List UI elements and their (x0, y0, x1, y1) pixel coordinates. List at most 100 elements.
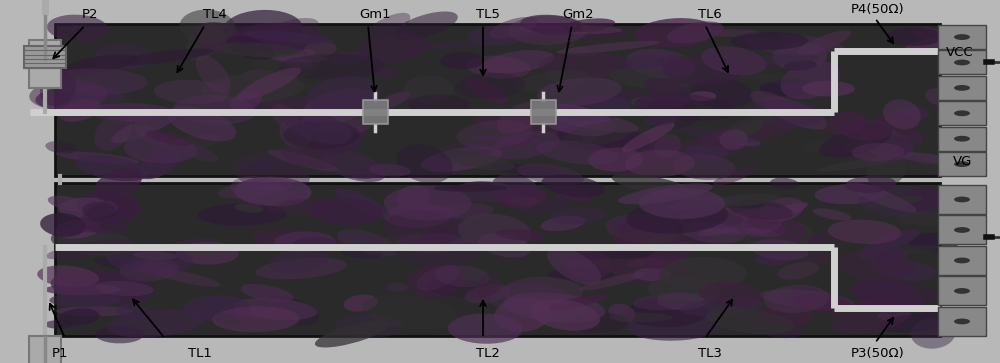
Text: P3(50Ω): P3(50Ω) (851, 347, 905, 360)
Ellipse shape (37, 265, 99, 287)
Ellipse shape (223, 10, 303, 48)
Ellipse shape (925, 88, 954, 106)
Ellipse shape (720, 129, 748, 150)
Ellipse shape (763, 97, 827, 130)
Ellipse shape (458, 214, 531, 249)
Ellipse shape (520, 15, 582, 34)
Circle shape (954, 197, 970, 203)
Ellipse shape (648, 277, 721, 305)
Ellipse shape (784, 60, 817, 71)
Ellipse shape (722, 120, 764, 145)
Ellipse shape (391, 234, 477, 268)
Ellipse shape (438, 143, 494, 157)
Ellipse shape (672, 136, 747, 160)
Ellipse shape (802, 81, 855, 97)
Ellipse shape (396, 144, 453, 183)
Ellipse shape (549, 71, 572, 83)
Ellipse shape (268, 150, 338, 171)
Ellipse shape (283, 121, 359, 149)
Ellipse shape (517, 163, 584, 185)
Ellipse shape (496, 229, 545, 241)
Ellipse shape (356, 33, 429, 65)
Text: TL3: TL3 (698, 347, 722, 360)
Ellipse shape (146, 130, 191, 146)
Ellipse shape (310, 198, 382, 225)
Ellipse shape (489, 17, 538, 39)
Ellipse shape (330, 50, 367, 64)
Ellipse shape (699, 281, 762, 306)
Ellipse shape (706, 308, 794, 334)
Bar (938, 76, 986, 100)
Ellipse shape (56, 151, 140, 164)
Ellipse shape (691, 78, 753, 108)
Ellipse shape (878, 309, 911, 321)
Ellipse shape (93, 168, 142, 201)
Ellipse shape (701, 46, 766, 75)
Ellipse shape (730, 32, 808, 50)
Bar (938, 152, 986, 176)
Ellipse shape (133, 251, 177, 260)
Ellipse shape (518, 24, 622, 34)
Ellipse shape (149, 134, 223, 155)
Ellipse shape (437, 203, 494, 219)
Ellipse shape (769, 216, 805, 239)
Ellipse shape (148, 268, 220, 287)
Ellipse shape (334, 314, 403, 338)
Ellipse shape (417, 205, 452, 220)
Ellipse shape (589, 92, 644, 101)
Ellipse shape (267, 97, 331, 117)
Ellipse shape (563, 19, 615, 32)
Text: TL6: TL6 (698, 8, 722, 21)
Text: VCC: VCC (946, 46, 974, 59)
Ellipse shape (47, 15, 108, 42)
Ellipse shape (269, 248, 328, 274)
Ellipse shape (551, 110, 639, 132)
Ellipse shape (262, 296, 319, 326)
Ellipse shape (349, 167, 382, 179)
Ellipse shape (281, 146, 339, 169)
Ellipse shape (29, 80, 108, 110)
Ellipse shape (241, 284, 294, 302)
Ellipse shape (93, 44, 152, 70)
Text: TL1: TL1 (188, 347, 212, 360)
Ellipse shape (878, 312, 958, 333)
Ellipse shape (45, 239, 132, 259)
Ellipse shape (905, 38, 954, 55)
Ellipse shape (699, 29, 761, 37)
Ellipse shape (274, 231, 336, 252)
Bar (24, 46, 66, 68)
Ellipse shape (35, 85, 125, 111)
Ellipse shape (82, 218, 131, 234)
Ellipse shape (395, 233, 468, 253)
Ellipse shape (777, 262, 819, 280)
Ellipse shape (294, 49, 315, 57)
Ellipse shape (652, 188, 690, 212)
Ellipse shape (189, 307, 288, 319)
Ellipse shape (279, 55, 313, 68)
Ellipse shape (659, 257, 746, 290)
Ellipse shape (237, 23, 323, 52)
Ellipse shape (627, 311, 722, 341)
Ellipse shape (417, 265, 459, 290)
Ellipse shape (383, 211, 465, 245)
Ellipse shape (792, 294, 850, 311)
Ellipse shape (729, 112, 777, 130)
Ellipse shape (48, 196, 92, 212)
Ellipse shape (58, 197, 118, 219)
Ellipse shape (51, 228, 132, 256)
Ellipse shape (699, 206, 777, 237)
Ellipse shape (283, 109, 351, 144)
Ellipse shape (760, 79, 814, 96)
Ellipse shape (895, 107, 930, 122)
Ellipse shape (828, 220, 901, 244)
Ellipse shape (154, 80, 229, 104)
Ellipse shape (813, 208, 852, 220)
Ellipse shape (78, 196, 138, 233)
Ellipse shape (772, 42, 827, 70)
Ellipse shape (214, 312, 240, 327)
Ellipse shape (111, 110, 179, 143)
Ellipse shape (425, 279, 497, 298)
Ellipse shape (626, 49, 696, 79)
Ellipse shape (901, 245, 937, 254)
Ellipse shape (386, 283, 408, 292)
